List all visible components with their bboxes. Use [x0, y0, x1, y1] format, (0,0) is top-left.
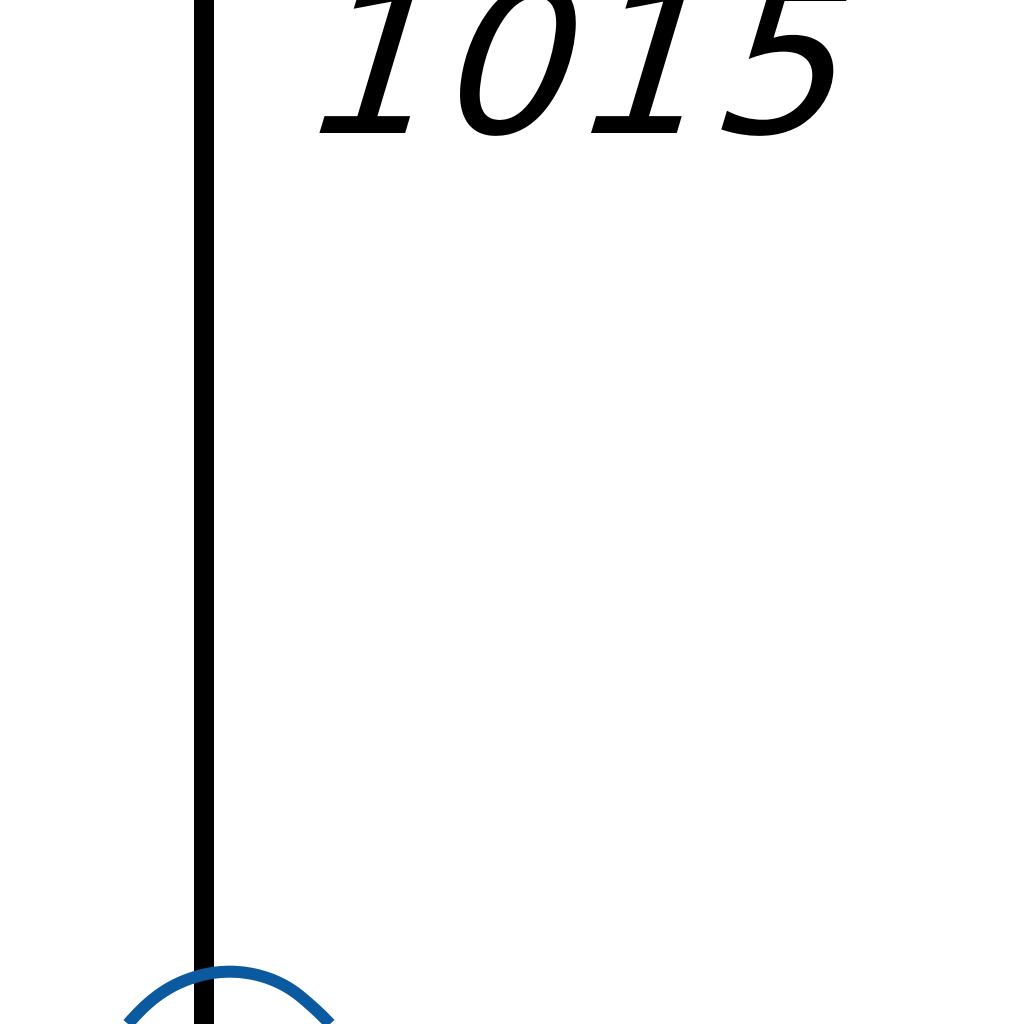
blue-arc-stroke	[123, 965, 335, 1024]
vertical-line	[194, 0, 214, 1024]
number-label: 1015	[304, 0, 873, 182]
